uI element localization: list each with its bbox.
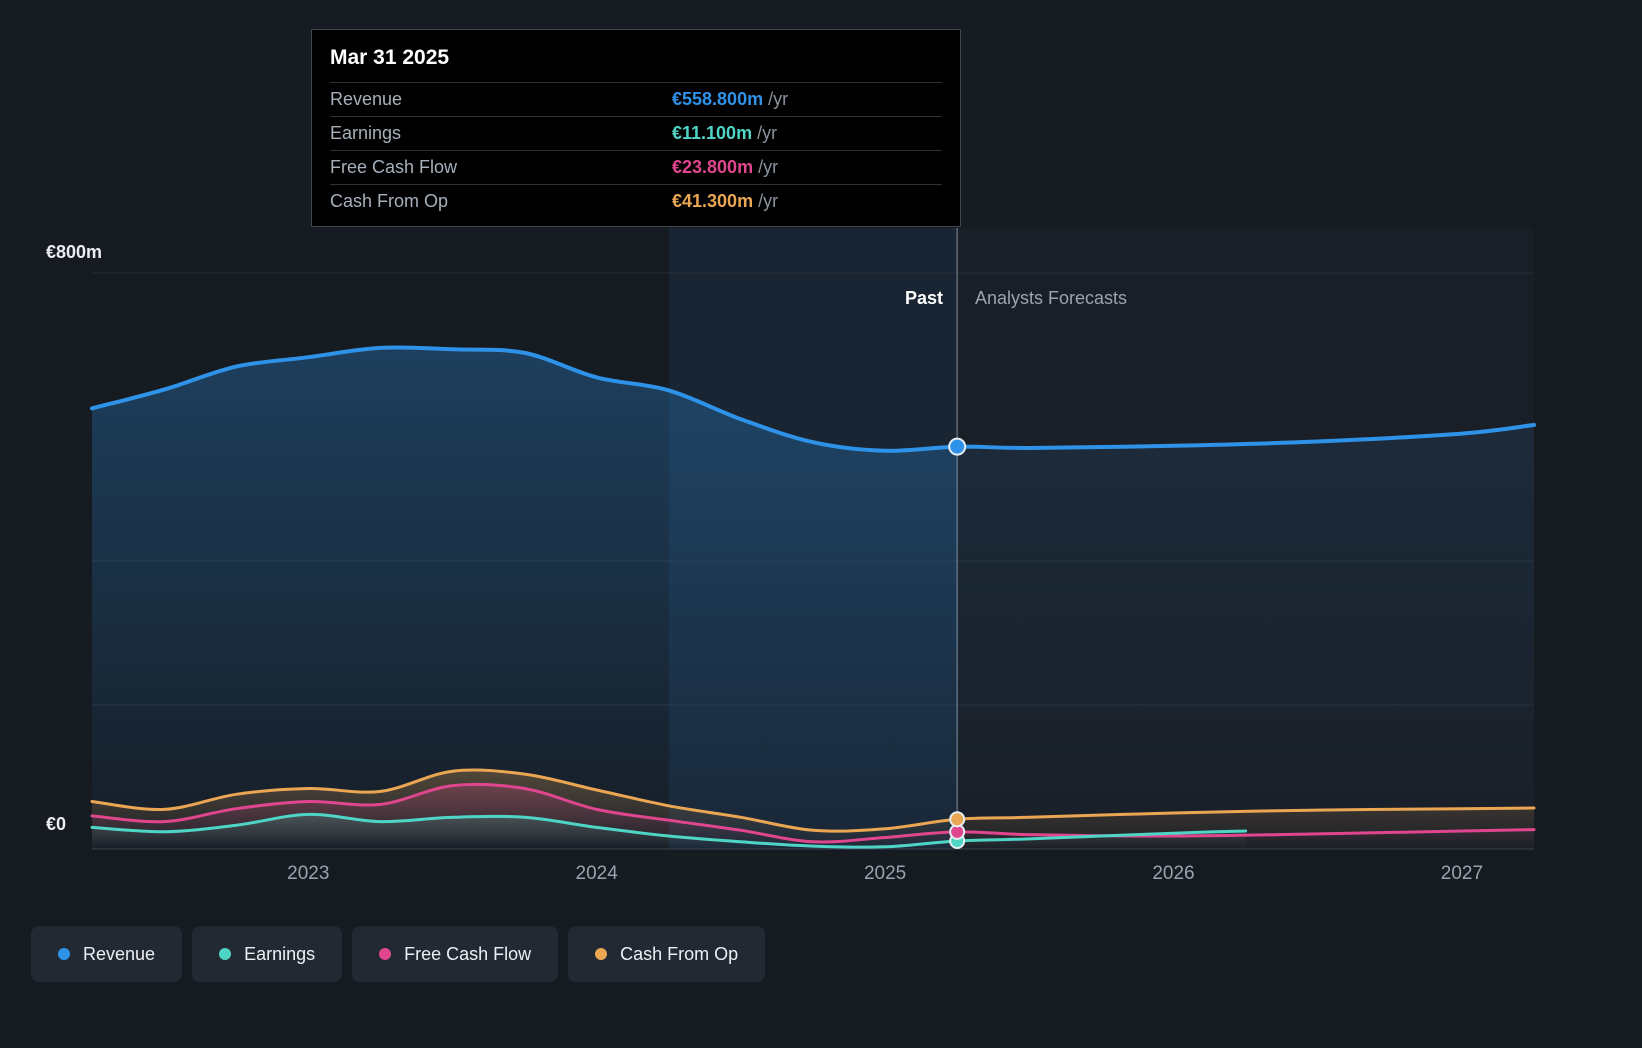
tooltip-unit-revenue: /yr xyxy=(768,89,789,109)
tooltip-label-earnings: Earnings xyxy=(330,123,402,143)
tooltip-unit-cash-from-op: /yr xyxy=(758,191,779,211)
tooltip-label-free-cash-flow: Free Cash Flow xyxy=(330,157,458,177)
free-cash-flow-line xyxy=(90,782,1536,844)
revenue-dot-icon xyxy=(58,948,70,960)
tooltip-value-earnings: €11.100m xyxy=(672,123,753,143)
tooltip-date: Mar 31 2025 xyxy=(330,46,450,69)
cash-from-op-marker[interactable] xyxy=(949,811,966,828)
cash-from-op-dot-icon xyxy=(595,948,608,960)
legend-label-cash-from-op: Cash From Op xyxy=(620,943,739,964)
analysts-forecasts-label: Analysts Forecasts xyxy=(975,288,1128,308)
legend: Revenue Earnings Free Cash Flow Cash Fro… xyxy=(31,926,766,982)
y-axis-label-0: €0 xyxy=(46,814,67,834)
tooltip-row-cash-from-op: Cash From Op €41.300m/yr xyxy=(330,184,942,218)
x-tick-2023: 2023 xyxy=(287,863,329,884)
free-cash-flow-dot-icon xyxy=(379,948,392,960)
revenue-line xyxy=(90,345,1536,453)
x-tick-2024: 2024 xyxy=(576,863,619,884)
tooltip-unit-free-cash-flow: /yr xyxy=(758,157,779,177)
legend-item-earnings[interactable]: Earnings xyxy=(192,926,343,982)
revenue-area-past xyxy=(92,347,958,849)
earnings-dot-icon xyxy=(219,948,232,960)
cash-from-op-line xyxy=(90,768,1536,833)
legend-item-free-cash-flow[interactable]: Free Cash Flow xyxy=(352,926,559,982)
tooltip-label-revenue: Revenue xyxy=(330,89,403,109)
tooltip-row-earnings: Earnings €11.100m/yr xyxy=(330,116,942,150)
legend-label-free-cash-flow: Free Cash Flow xyxy=(404,943,532,964)
tooltip-unit-earnings: /yr xyxy=(757,123,778,143)
tooltip-value-cash-from-op: €41.300m xyxy=(672,191,754,211)
revenue-marker[interactable] xyxy=(948,437,967,456)
revenue-area-forecast xyxy=(957,424,1534,849)
tooltip-row-revenue: Revenue €558.800m/yr xyxy=(330,82,942,116)
tooltip-value-revenue: €558.800m xyxy=(672,89,764,109)
tooltip: Mar 31 2025 Revenue €558.800m/yr Earning… xyxy=(311,29,961,227)
legend-item-cash-from-op[interactable]: Cash From Op xyxy=(568,926,766,982)
x-tick-2027: 2027 xyxy=(1441,863,1483,884)
tooltip-label-cash-from-op: Cash From Op xyxy=(330,191,449,211)
legend-label-revenue: Revenue xyxy=(83,943,156,964)
past-label: Past xyxy=(904,288,943,308)
tooltip-row-free-cash-flow: Free Cash Flow €23.800m/yr xyxy=(330,150,942,184)
legend-label-earnings: Earnings xyxy=(244,943,316,964)
legend-item-revenue[interactable]: Revenue xyxy=(31,926,183,982)
x-tick-2026: 2026 xyxy=(1152,863,1194,884)
x-tick-2025: 2025 xyxy=(864,863,906,884)
y-axis-label-800m: €800m xyxy=(46,242,103,262)
earnings-line xyxy=(90,812,1248,849)
tooltip-value-free-cash-flow: €23.800m xyxy=(672,157,754,177)
